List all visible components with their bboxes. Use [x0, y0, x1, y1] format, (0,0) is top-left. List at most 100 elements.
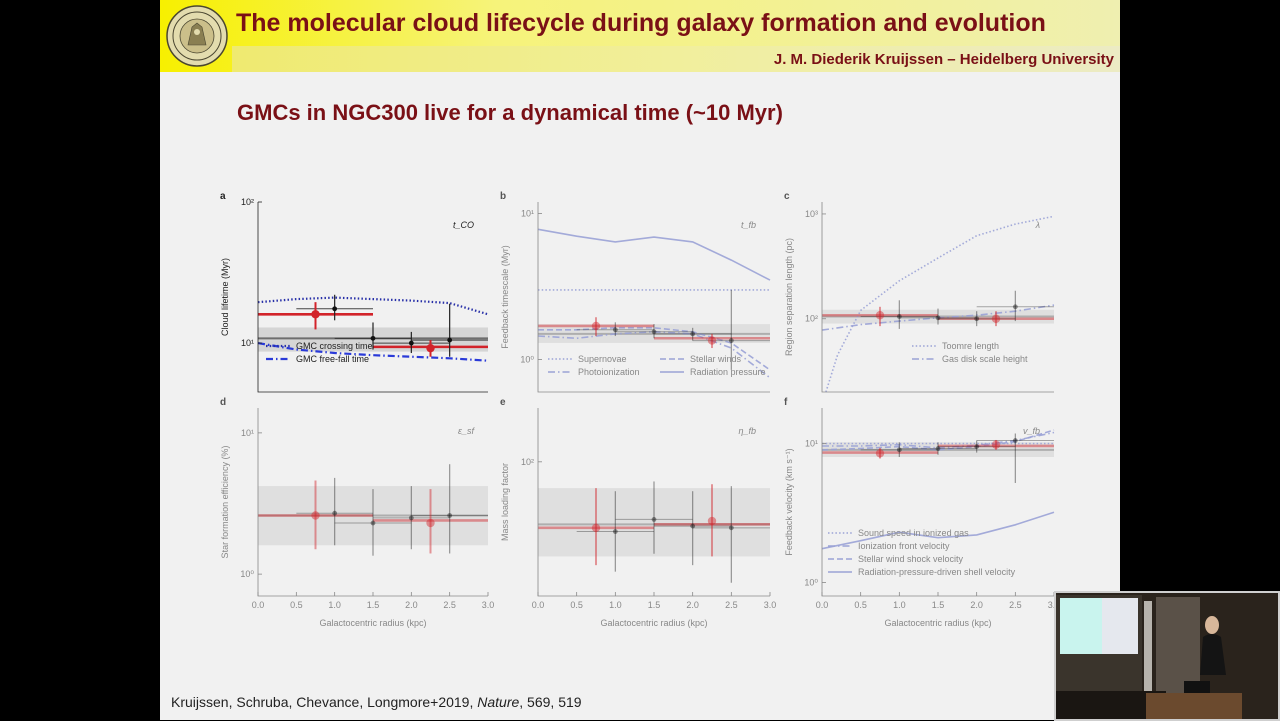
- red-data-point: [311, 310, 320, 319]
- red-data-point: [707, 516, 717, 526]
- y-tick-label: 10¹: [241, 428, 254, 438]
- data-point: [408, 515, 414, 521]
- y-tick-label: 10²: [805, 314, 818, 324]
- data-point: [408, 340, 414, 346]
- citation-authors: Kruijssen, Schruba, Chevance, Longmore+2…: [171, 694, 478, 710]
- x-axis-label: Galactocentric radius (kpc): [600, 618, 707, 628]
- axis-frame: [257, 202, 488, 393]
- x-tick-label: 1.0: [609, 600, 622, 610]
- university-seal-icon: [166, 5, 228, 67]
- panel-f: f10¹10⁰0.00.51.01.52.02.53.0Galactocentr…: [784, 397, 1060, 628]
- series-line: [257, 296, 489, 316]
- legend-entry: Stellar winds: [690, 354, 742, 364]
- data-point: [370, 335, 376, 341]
- panel-letter: e: [500, 397, 506, 408]
- y-tick-label: 10¹: [521, 209, 534, 219]
- data-point: [1012, 438, 1018, 443]
- x-tick-label: 1.5: [932, 600, 945, 610]
- x-tick-label: 0.0: [816, 600, 829, 610]
- x-tick-label: 3.0: [482, 600, 495, 610]
- x-tick-label: 1.0: [328, 600, 341, 610]
- quantity-label: λ: [1035, 220, 1040, 230]
- x-tick-label: 1.0: [893, 600, 906, 610]
- legend-entry: Radiation-pressure-driven shell velocity: [858, 567, 1016, 577]
- red-data-point: [311, 511, 320, 520]
- x-tick-label: 0.0: [252, 600, 265, 610]
- red-data-point: [591, 523, 601, 533]
- data-point: [370, 520, 376, 526]
- quantity-label: t_CO: [453, 220, 474, 230]
- x-tick-label: 0.5: [290, 600, 303, 610]
- y-tick-label: 10⁰: [804, 578, 818, 588]
- axis-frame: [537, 202, 770, 393]
- slide-heading: GMCs in NGC300 live for a dynamical time…: [237, 100, 783, 125]
- legend-entry: Radiation pressure: [690, 367, 766, 377]
- panel-d: d 10¹ 10⁰ 0.0 0.5 1.0 1.5 2.0 2.5 3.0 Galactocentr…: [220, 397, 494, 628]
- series-line: [821, 304, 1055, 331]
- y-tick-label: 10¹: [805, 438, 818, 448]
- panel-a: a 10² 10¹ Cloud lifetime (Myr) t_CO GMC cross…: [220, 191, 489, 393]
- legend-entry: Ionization front velocity: [858, 541, 950, 551]
- data-point: [896, 447, 902, 453]
- x-tick-label: 1.5: [648, 600, 661, 610]
- panel-c: c 10³ 10² Region separation length (pc) λ Too…: [784, 191, 1055, 393]
- y-tick-label: 10⁰: [240, 569, 254, 579]
- citation-journal: Nature: [477, 694, 520, 710]
- y-tick-label: 10³: [805, 209, 818, 219]
- x-tick-label: 2.5: [443, 600, 456, 610]
- y-axis-label: Star formation efficiency (%): [220, 446, 230, 559]
- y-axis-label: Cloud lifetime (Myr): [220, 258, 230, 336]
- x-tick-label: 1.5: [367, 600, 380, 610]
- series-line: [538, 327, 771, 371]
- series-line: [537, 330, 771, 379]
- data-point: [332, 510, 338, 516]
- legend-entry: Sound speed in ionized gas: [858, 528, 969, 538]
- panel-letter: d: [220, 397, 226, 408]
- uncertainty-band: [258, 486, 488, 546]
- series-line: [257, 342, 489, 362]
- slide: The molecular cloud lifecycle during gal…: [160, 0, 1120, 720]
- x-tick-label: 2.0: [970, 600, 983, 610]
- x-tick-label: 2.0: [686, 600, 699, 610]
- series-line: [825, 215, 1055, 393]
- quantity-label: t_fb: [741, 220, 756, 230]
- red-data-point: [991, 314, 1001, 323]
- speaker-video-frame: [1056, 593, 1278, 719]
- data-point: [728, 525, 734, 531]
- speaker-video-inset: [1054, 591, 1280, 721]
- data-point: [935, 446, 941, 451]
- data-point: [935, 315, 941, 321]
- y-axis-label: Feedback timescale (Myr): [500, 245, 510, 349]
- legend-entry: Toomre length: [942, 341, 999, 351]
- legend-entry: Stellar wind shock velocity: [858, 554, 964, 564]
- quantity-label: η_fb: [738, 426, 756, 436]
- legend-entry: GMC free-fall time: [296, 354, 369, 364]
- axis-frame: [821, 202, 1054, 393]
- y-tick-label: 10²: [521, 457, 534, 467]
- data-point: [651, 517, 657, 522]
- red-data-point: [875, 449, 885, 458]
- y-axis-label: Feedback velocity (km s⁻¹): [784, 448, 794, 555]
- data-point: [447, 337, 453, 343]
- legend-entry: Supernovae: [578, 354, 627, 364]
- panel-letter: c: [784, 191, 790, 202]
- y-axis-label: Mass loading factor: [500, 463, 510, 541]
- red-data-point: [991, 440, 1001, 449]
- panel-e: e 10² 0.0 0.5 1.0 1.5 2.0 2.5 3.0 Galactocentric …: [500, 397, 776, 628]
- x-tick-label: 2.5: [1009, 600, 1022, 610]
- panel-letter: a: [220, 191, 226, 202]
- uncertainty-band: [822, 442, 1054, 457]
- legend-entry: GMC crossing time: [296, 341, 373, 351]
- panel-letter: b: [500, 191, 506, 202]
- data-point: [447, 513, 453, 518]
- x-tick-label: 3.0: [764, 600, 777, 610]
- panel-b: b 10¹ 10⁰ Feedback timescale (Myr) t_fb Super…: [500, 191, 771, 393]
- red-data-point: [591, 321, 601, 331]
- author-banner: [232, 46, 1120, 72]
- data-point: [690, 331, 696, 337]
- x-tick-label: 0.5: [570, 600, 583, 610]
- data-point: [612, 327, 618, 333]
- data-point: [1012, 304, 1018, 310]
- legend-entry: Gas disk scale height: [942, 354, 1028, 364]
- data-point: [651, 329, 657, 335]
